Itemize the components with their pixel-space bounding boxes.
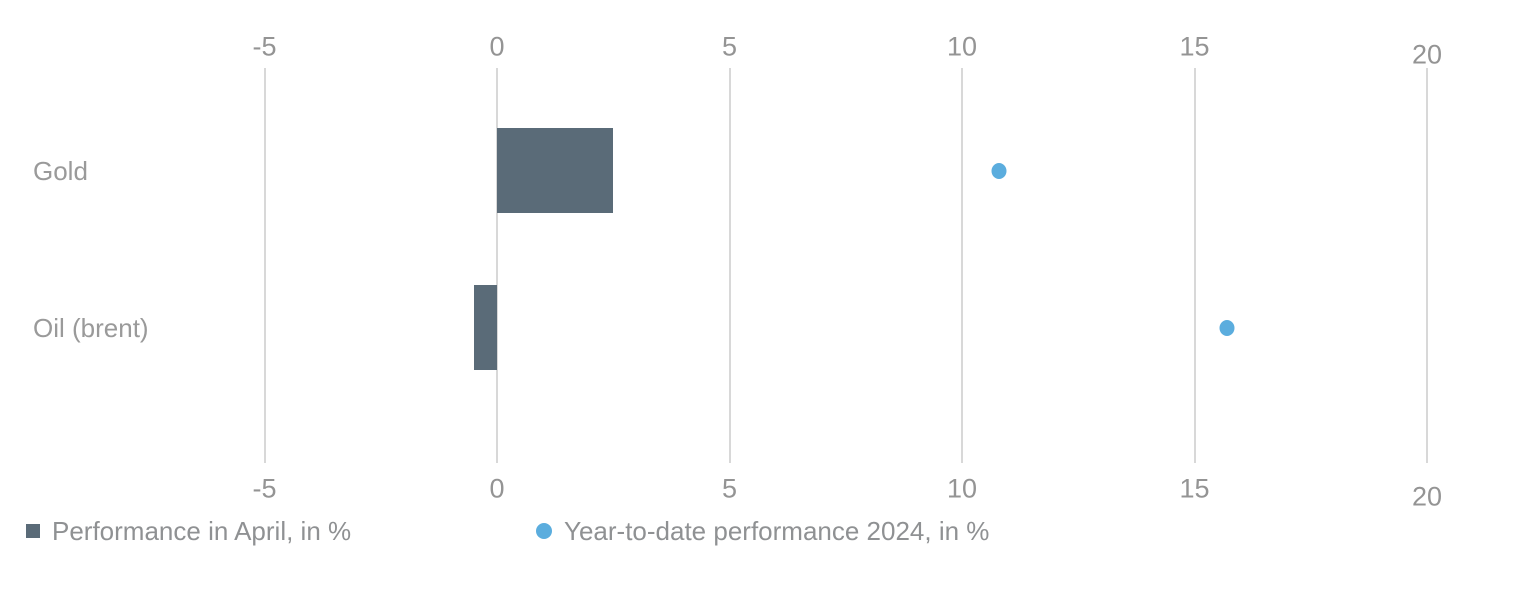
- legend-circle-marker: [536, 523, 552, 539]
- gridline-0: [496, 68, 498, 463]
- category-label-gold: Gold: [33, 155, 88, 186]
- x-tick-top-15: 15: [1179, 31, 1210, 62]
- legend-item-ytd-performance: Year-to-date performance 2024, in %: [536, 518, 989, 544]
- x-tick-bottom-10: 10: [946, 473, 978, 504]
- legend-label-performance-april: Performance in April, in %: [52, 516, 352, 546]
- legend-item-performance-april: Performance in April, in %: [26, 518, 351, 544]
- gridline-20: [1426, 68, 1428, 463]
- gridline--5: [263, 68, 266, 463]
- gridline-10: [961, 68, 963, 463]
- x-tick-top-0: 0: [489, 31, 505, 62]
- bar-april-gold: [497, 128, 614, 213]
- ytd-dot-gold: [991, 162, 1007, 179]
- x-tick-bottom-0: 0: [489, 473, 505, 504]
- x-tick-top-5: 5: [721, 31, 738, 62]
- legend-square-marker: [26, 524, 40, 538]
- x-tick-bottom--5: -5: [252, 473, 277, 504]
- x-tick-top-10: 10: [946, 31, 978, 62]
- gridline-15: [1193, 68, 1196, 463]
- legend-label-ytd-performance: Year-to-date performance 2024, in %: [564, 516, 990, 546]
- x-tick-top--5: -5: [252, 31, 277, 62]
- category-label-oil-brent: Oil (brent): [33, 312, 149, 343]
- gridline-5: [728, 68, 731, 463]
- x-tick-bottom-20: 20: [1411, 481, 1443, 512]
- ytd-dot-oil-brent: [1219, 319, 1235, 336]
- bar-april-oil-brent: [473, 285, 497, 370]
- x-tick-bottom-5: 5: [721, 473, 738, 504]
- x-tick-bottom-15: 15: [1179, 473, 1210, 504]
- x-tick-top-20: 20: [1411, 39, 1443, 70]
